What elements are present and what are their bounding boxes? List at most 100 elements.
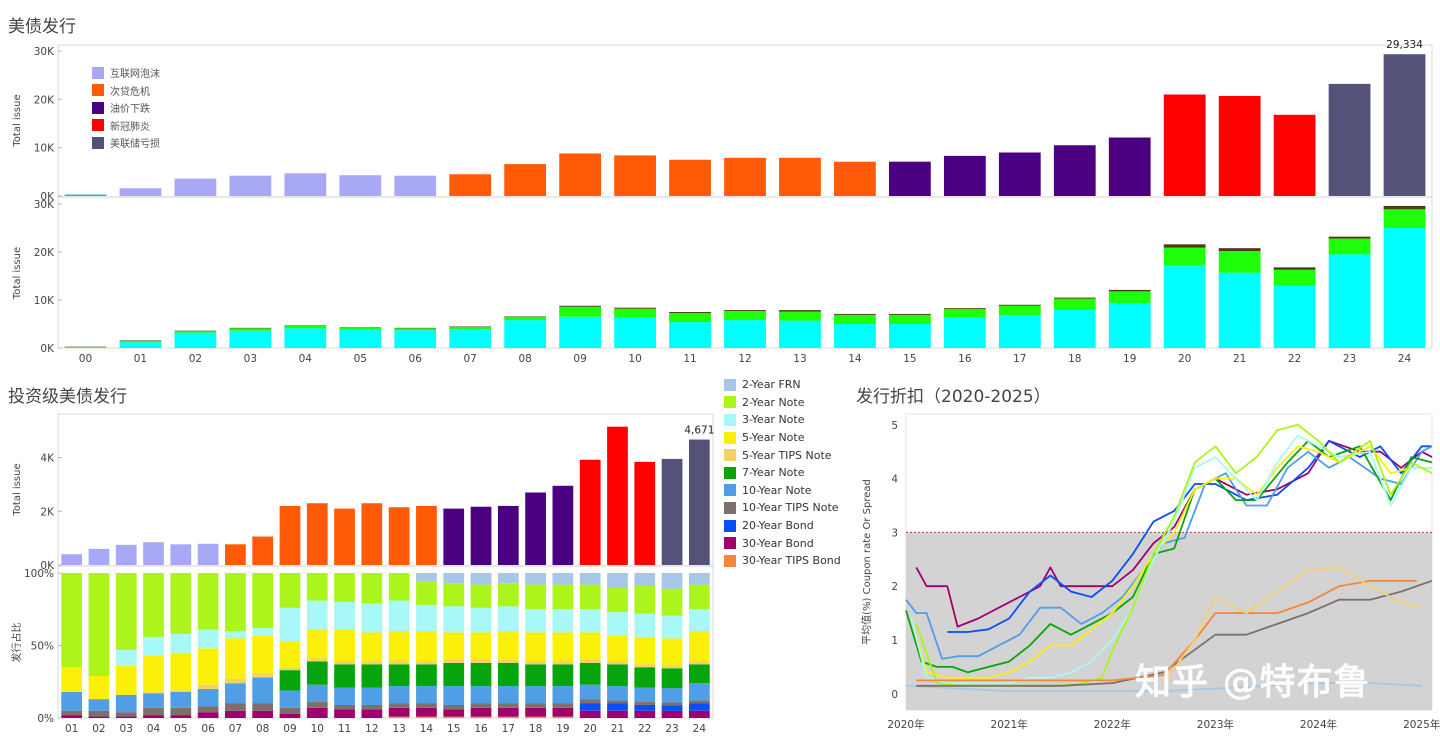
discount-ylabel: 平均值(%) Coupon rate Or Spread bbox=[860, 479, 873, 645]
share-bar-segment bbox=[443, 660, 465, 663]
ig-year-axis-label: 21 bbox=[611, 723, 624, 735]
share-bar-segment bbox=[388, 664, 410, 687]
ig-year-axis-label: 23 bbox=[665, 723, 678, 735]
share-bar-segment bbox=[552, 716, 574, 718]
share-bar-segment bbox=[579, 573, 601, 585]
share-bar-segment bbox=[661, 573, 683, 589]
share-bar-segment bbox=[388, 600, 410, 631]
stacked-bar-segment bbox=[779, 310, 821, 312]
share-bar-segment bbox=[225, 638, 246, 679]
maturity-legend-label: 5-Year Note bbox=[742, 431, 805, 445]
stacked-bar-segment bbox=[559, 306, 602, 317]
share-bar-segment bbox=[361, 632, 383, 662]
ig-title: 投资级美债发行 bbox=[8, 387, 127, 407]
stacked-bar-segment bbox=[1273, 267, 1316, 270]
share-bar-segment bbox=[497, 716, 519, 718]
share-bar-segment bbox=[634, 586, 656, 614]
year-axis-label: 06 bbox=[409, 353, 423, 365]
share-bar-segment bbox=[552, 609, 574, 633]
maturity-legend-item: 20-Year Bond bbox=[724, 517, 841, 535]
share-bar-segment bbox=[225, 683, 246, 704]
ig-bar bbox=[361, 503, 383, 565]
share-bar-segment bbox=[279, 641, 301, 668]
ig-bar bbox=[552, 485, 574, 565]
share-bar-segment bbox=[497, 583, 519, 607]
era-bar bbox=[724, 157, 766, 196]
era-chart-tick-label: 20K bbox=[34, 94, 55, 106]
era-bar bbox=[998, 152, 1041, 196]
stacked-bar-segment bbox=[669, 312, 711, 323]
stacked-bar-segment bbox=[669, 322, 711, 348]
era-bar bbox=[119, 188, 162, 196]
share-bar-segment bbox=[143, 691, 164, 694]
share-bar-segment bbox=[361, 709, 383, 718]
maturity-legend-item: 5-Year Note bbox=[724, 429, 841, 447]
maturity-swatch bbox=[724, 378, 736, 391]
era-legend-item: 美联储亏损 bbox=[92, 134, 160, 152]
discount-y-tick-label: 2 bbox=[891, 581, 898, 593]
share-bar-segment bbox=[170, 707, 192, 716]
share-bar-segment bbox=[61, 573, 83, 668]
share-bar-segment bbox=[416, 631, 437, 662]
stacked-bar-segment bbox=[998, 315, 1041, 348]
share-bar-segment bbox=[61, 667, 83, 692]
era-bar bbox=[449, 174, 492, 196]
discount-series-line bbox=[910, 445, 1432, 679]
stacked-bar-segment bbox=[1163, 264, 1206, 348]
ig-year-axis-label: 15 bbox=[447, 723, 460, 735]
share-bar-segment bbox=[470, 660, 492, 663]
stacked-bar-segment bbox=[888, 313, 931, 315]
year-axis-label: 19 bbox=[1123, 353, 1136, 365]
stacked-bar-segment bbox=[614, 307, 656, 309]
ig-chart-ylabel: Total issue bbox=[12, 463, 23, 516]
era-bar bbox=[229, 175, 272, 196]
stacked-bar-segment bbox=[394, 330, 437, 348]
share-bar-segment bbox=[525, 573, 546, 585]
era-swatch bbox=[92, 136, 104, 149]
ig-bar bbox=[607, 426, 628, 565]
share-bar-segment bbox=[552, 632, 574, 662]
share-bar-segment bbox=[579, 584, 601, 610]
page-title: 美债发行 bbox=[8, 17, 76, 37]
stacked-bar-segment bbox=[504, 316, 547, 321]
maturity-legend-item: 3-Year Note bbox=[724, 411, 841, 429]
share-bar-segment bbox=[470, 703, 492, 708]
share-bar-segment bbox=[115, 694, 137, 713]
era-legend-label: 新冠肺炎 bbox=[110, 121, 150, 133]
maturity-swatch bbox=[724, 396, 736, 409]
share-bar-segment bbox=[252, 628, 274, 636]
stacked-bar-segment bbox=[1053, 298, 1096, 310]
era-bar bbox=[834, 161, 876, 196]
stacked-bar-segment bbox=[1273, 285, 1316, 348]
share-bar-segment bbox=[279, 690, 301, 708]
share-bar-segment bbox=[607, 635, 628, 662]
share-bar-segment bbox=[661, 588, 683, 616]
share-bar-segment bbox=[525, 664, 546, 687]
year-axis-label: 18 bbox=[1068, 353, 1081, 365]
stacked-bar-segment bbox=[119, 342, 162, 348]
share-bar-segment bbox=[334, 602, 355, 630]
ig-bar bbox=[525, 492, 546, 565]
stacked-bar-segment bbox=[1328, 238, 1371, 255]
era-legend-item: 新冠肺炎 bbox=[92, 117, 160, 135]
stacked-chart-ylabel: Total issue bbox=[12, 247, 23, 300]
ig-year-axis-label: 17 bbox=[502, 723, 515, 735]
share-bar-segment bbox=[688, 664, 710, 684]
discount-x-tick-label: 2024年 bbox=[1300, 718, 1337, 731]
stacked-bar-segment bbox=[669, 312, 711, 313]
stacked-bar-segment bbox=[559, 305, 602, 307]
share-bar-segment bbox=[334, 629, 355, 662]
share-bar-segment bbox=[470, 662, 492, 687]
year-axis-label: 17 bbox=[1013, 353, 1026, 365]
stacked-bar-segment bbox=[229, 330, 272, 348]
maturity-swatch bbox=[724, 484, 736, 497]
discount-x-tick-label: 2021年 bbox=[991, 718, 1028, 731]
ig-bar bbox=[115, 544, 137, 565]
share-bar-segment bbox=[634, 710, 656, 718]
ig-year-axis-label: 22 bbox=[638, 723, 651, 735]
stacked-bar-segment bbox=[724, 320, 766, 348]
ig-year-axis-label: 20 bbox=[584, 723, 597, 735]
share-bar-segment bbox=[688, 661, 710, 665]
share-bar-segment bbox=[416, 573, 437, 582]
share-bar-segment bbox=[279, 713, 301, 718]
